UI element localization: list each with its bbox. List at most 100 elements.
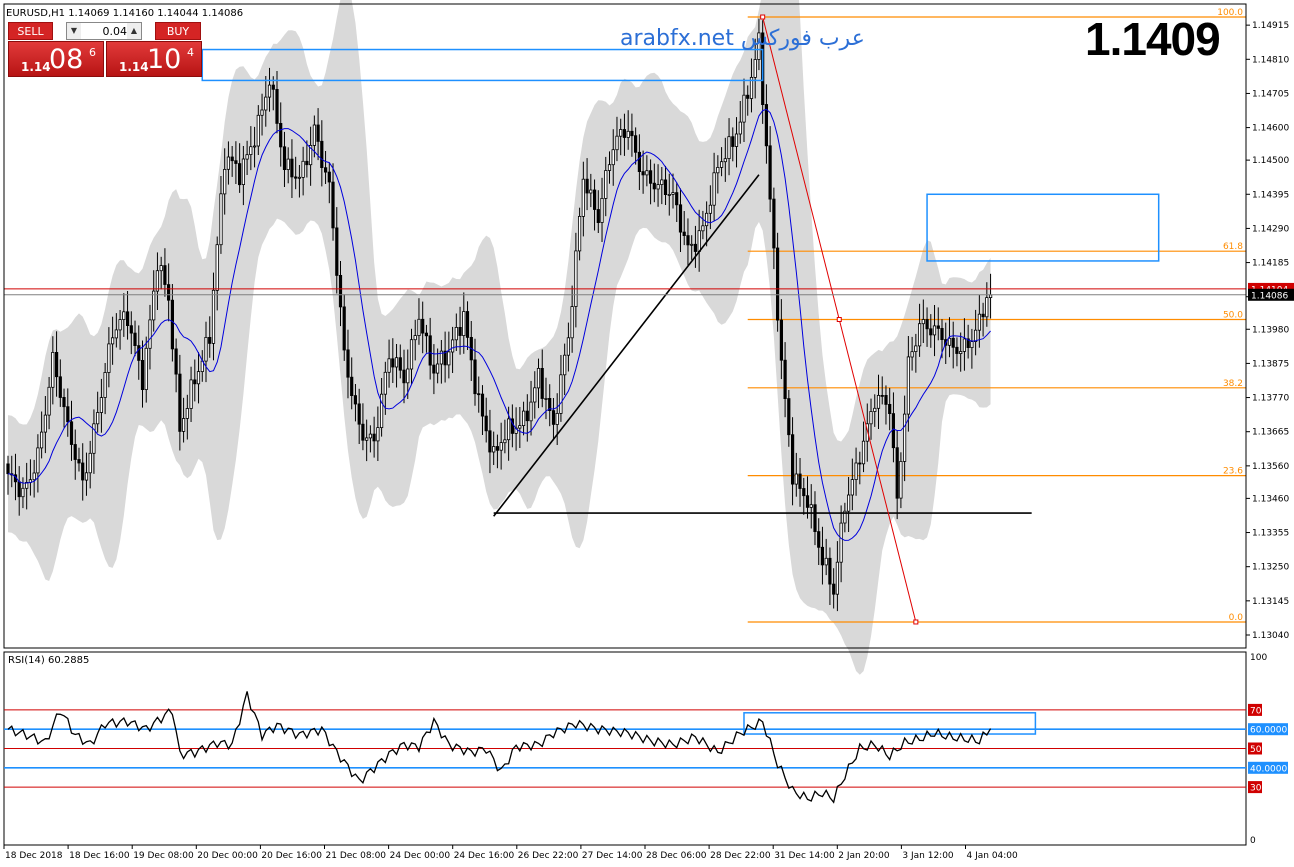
candle-body: [929, 328, 933, 336]
candle-body: [196, 371, 201, 385]
candle-body: [458, 326, 462, 336]
rsi-panel[interactable]: 100 70 60.0000 50 40.0000 30 0: [4, 653, 1288, 846]
candle-body: [450, 339, 455, 353]
candle-body: [305, 160, 309, 166]
fibonacci-levels[interactable]: 100.0 61.8 50.0 38.2 23.6 0.0: [747, 8, 1246, 623]
candle-body: [891, 413, 896, 449]
main-frame: [3, 3, 1247, 649]
candle-body: [178, 373, 182, 432]
price-tick-label: 1.13560: [1252, 462, 1289, 472]
candle-body: [301, 160, 305, 178]
rsi-level-label: 50: [1250, 745, 1262, 755]
candle-body: [910, 351, 914, 358]
price-tick-label: 1.13875: [1252, 359, 1289, 369]
candle-body: [720, 161, 724, 168]
candle-body: [525, 410, 529, 422]
lot-size-field[interactable]: ▼ ▲: [66, 22, 142, 40]
candle-body: [940, 327, 944, 340]
candle-body: [492, 446, 496, 453]
candle-body: [264, 96, 268, 111]
sell-price-button[interactable]: 1.14 08 6: [8, 41, 104, 77]
candle-body: [133, 332, 137, 347]
candle-body: [522, 410, 526, 427]
sell-price-prefix: 1.14: [21, 60, 51, 74]
time-tick-label: 28 Dec 22:00: [710, 851, 771, 861]
candle-body: [32, 472, 36, 481]
candle-body: [323, 167, 328, 173]
candle-body: [899, 460, 903, 499]
buy-button[interactable]: BUY: [155, 22, 201, 40]
candle-body: [137, 345, 141, 361]
candle-body: [148, 319, 152, 349]
candle-body: [768, 145, 772, 200]
candle-body: [604, 170, 608, 199]
candle-body: [809, 504, 813, 508]
candle-body: [331, 181, 335, 229]
candle-body: [985, 297, 989, 318]
candle-body: [727, 136, 731, 159]
candle-body: [708, 204, 713, 214]
candle-body: [454, 326, 458, 341]
lot-decrease-icon[interactable]: ▼: [67, 23, 81, 39]
candle-body: [241, 158, 245, 186]
candle-body: [275, 89, 279, 124]
lot-size-input[interactable]: [81, 24, 127, 38]
candle-body: [615, 135, 619, 151]
buy-price-prefix: 1.14: [119, 60, 149, 74]
candle-body: [126, 311, 130, 326]
candle-body: [473, 359, 477, 395]
bid-price-label-bg: [1248, 288, 1294, 301]
candle-body: [634, 135, 638, 153]
candle-body: [290, 158, 294, 178]
candle-body: [738, 121, 742, 135]
candle-body: [626, 130, 630, 138]
candle-body: [563, 354, 567, 376]
candle-body: [84, 472, 89, 481]
candle-body: [312, 124, 317, 146]
candle-body: [271, 84, 275, 90]
candle-body: [574, 250, 578, 307]
candle-body: [432, 364, 436, 374]
candle-body: [480, 393, 485, 417]
lot-increase-icon[interactable]: ▲: [127, 23, 141, 39]
sell-button[interactable]: SELL: [8, 22, 53, 40]
drawings[interactable]: [4, 14, 1246, 625]
candle-body: [249, 146, 253, 155]
candle-body: [641, 171, 645, 176]
candle-body: [843, 510, 847, 524]
candle-body: [484, 415, 488, 432]
candle-body: [753, 59, 757, 78]
rsi-level-label: 40.0000: [1250, 764, 1287, 774]
candle-body: [36, 447, 40, 474]
time-tick-label: 24 Dec 16:00: [454, 851, 515, 861]
candle-body: [861, 440, 866, 465]
candle-body: [817, 531, 821, 548]
candle-body: [839, 522, 843, 563]
candle-body: [417, 318, 421, 336]
price-tick-label: 1.14915: [1252, 21, 1289, 31]
candle-body: [589, 189, 593, 194]
price-tick-label: 1.14395: [1252, 190, 1289, 200]
candle-body: [140, 359, 145, 390]
candle-body: [40, 431, 44, 449]
candle-body: [697, 230, 701, 252]
candle-body: [424, 332, 429, 337]
candle-body: [103, 372, 107, 398]
candle-body: [742, 94, 746, 123]
candle-body: [406, 368, 410, 384]
candle-body: [906, 356, 911, 415]
candle-body: [712, 172, 716, 206]
time-tick-label: 21 Dec 08:00: [326, 851, 387, 861]
candle-body: [693, 243, 698, 252]
candle-body: [92, 423, 96, 454]
candle-body: [152, 290, 156, 321]
candle-body: [88, 452, 92, 474]
buy-price-button[interactable]: 1.14 10 4: [106, 41, 202, 77]
candle-body: [245, 154, 249, 160]
buy-price-pips: 10: [147, 44, 182, 75]
candle-body: [888, 403, 892, 414]
candle-body: [734, 133, 739, 147]
rsi-level-label-bg: [1248, 781, 1262, 794]
candle-body: [540, 367, 544, 399]
